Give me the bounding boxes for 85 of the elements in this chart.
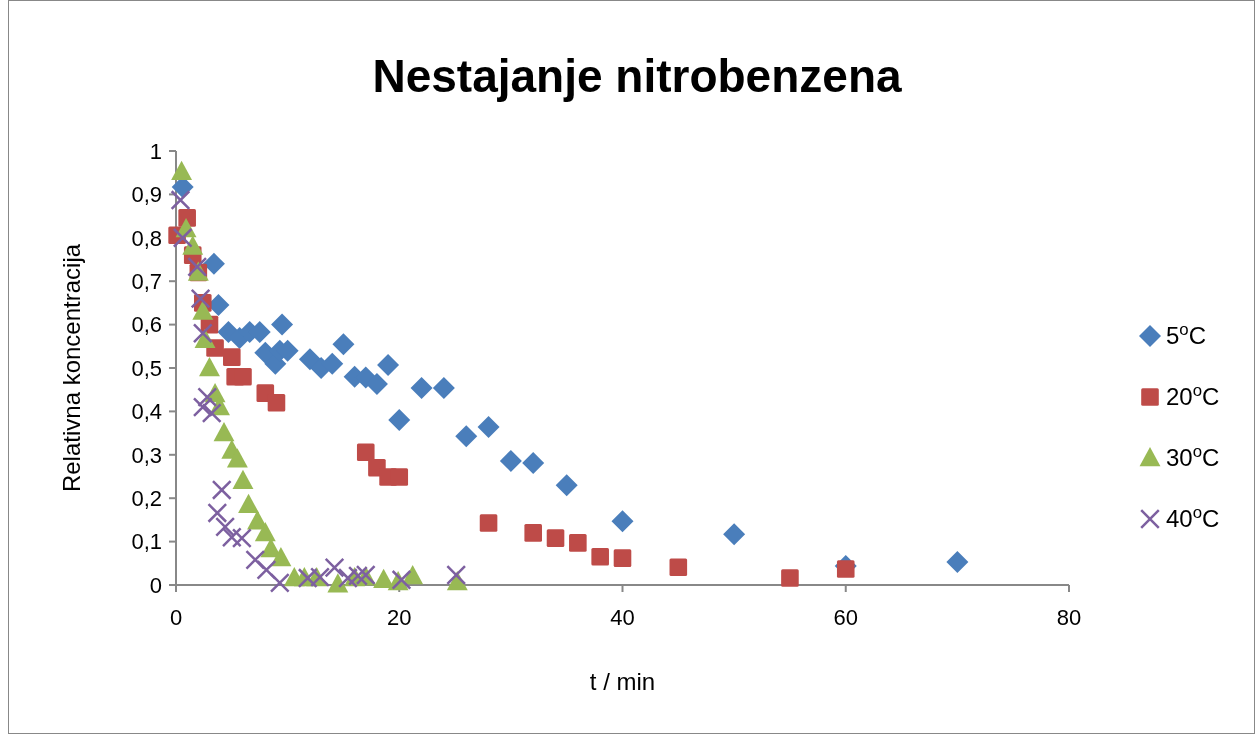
point	[215, 516, 236, 537]
x-tick-label: 20	[387, 605, 412, 630]
chart-title: Nestajanje nitrobenzena	[372, 50, 902, 102]
point	[388, 409, 411, 432]
y-axis-title: Relativna koncentracija	[58, 243, 85, 493]
point	[455, 425, 478, 448]
point	[221, 527, 242, 548]
y-tick-label: 0,9	[131, 182, 162, 208]
point	[377, 353, 400, 376]
point	[432, 376, 455, 399]
point	[192, 323, 213, 344]
point	[591, 547, 609, 566]
legend-label: 40$^{o}$C	[1166, 502, 1220, 533]
point	[723, 523, 746, 546]
point	[170, 189, 191, 211]
point	[524, 524, 542, 542]
point	[254, 521, 276, 542]
point	[327, 573, 349, 593]
point	[201, 403, 222, 424]
point	[234, 367, 252, 386]
point	[546, 529, 565, 547]
x-axis-title: t / min	[589, 668, 656, 695]
x-tick-label: 60	[833, 605, 858, 630]
point	[238, 493, 260, 513]
point	[213, 422, 235, 442]
point	[192, 397, 213, 418]
point	[836, 560, 855, 578]
legend-label: 30$^{o}$C	[1166, 441, 1220, 472]
point	[202, 252, 225, 275]
point	[199, 357, 220, 377]
point	[267, 393, 286, 412]
point	[190, 288, 211, 309]
point	[324, 557, 345, 578]
point	[356, 443, 375, 461]
point	[207, 502, 228, 524]
point	[569, 534, 587, 552]
point	[256, 559, 277, 580]
point	[223, 348, 241, 366]
point	[499, 449, 522, 472]
point	[946, 551, 969, 573]
point	[270, 547, 292, 567]
legend-label: 5$^{o}$C	[1166, 319, 1207, 350]
y-tick-label: 0,1	[131, 529, 162, 555]
point	[182, 235, 204, 255]
point	[477, 416, 500, 439]
point	[337, 568, 358, 589]
point	[226, 448, 248, 468]
legend-label: 20$^{o}$C	[1166, 380, 1220, 411]
point	[172, 227, 193, 248]
point	[171, 160, 193, 181]
y-tick-label: 0,8	[131, 225, 162, 251]
y-tick-label: 1	[149, 138, 162, 164]
point	[192, 300, 214, 320]
point	[613, 549, 632, 567]
point	[245, 549, 266, 570]
point	[298, 348, 321, 371]
x-tick-label: 0	[169, 605, 183, 630]
x-tick-label: 40	[610, 605, 635, 630]
point	[271, 313, 294, 336]
point	[365, 373, 388, 396]
x-tick-label: 80	[1056, 605, 1082, 630]
y-tick-label: 0,3	[131, 442, 162, 468]
point	[410, 376, 433, 399]
point	[231, 528, 252, 549]
y-tick-label: 0,4	[131, 399, 162, 425]
y-tick-label: 0	[149, 572, 162, 598]
point	[446, 564, 467, 586]
point	[197, 387, 218, 408]
point	[321, 352, 344, 375]
point	[555, 474, 578, 497]
y-tick-label: 0,6	[131, 312, 162, 338]
point	[669, 558, 688, 577]
point	[211, 479, 232, 500]
y-tick-label: 0,2	[131, 485, 162, 511]
point	[611, 510, 634, 533]
point	[390, 468, 409, 486]
point	[187, 256, 208, 277]
point	[522, 452, 545, 475]
y-tick-label: 0,5	[131, 355, 162, 381]
point	[269, 572, 290, 593]
point	[781, 569, 799, 587]
point	[232, 469, 254, 490]
point	[332, 333, 355, 356]
y-tick-label: 0,7	[131, 268, 162, 294]
point	[479, 514, 498, 532]
